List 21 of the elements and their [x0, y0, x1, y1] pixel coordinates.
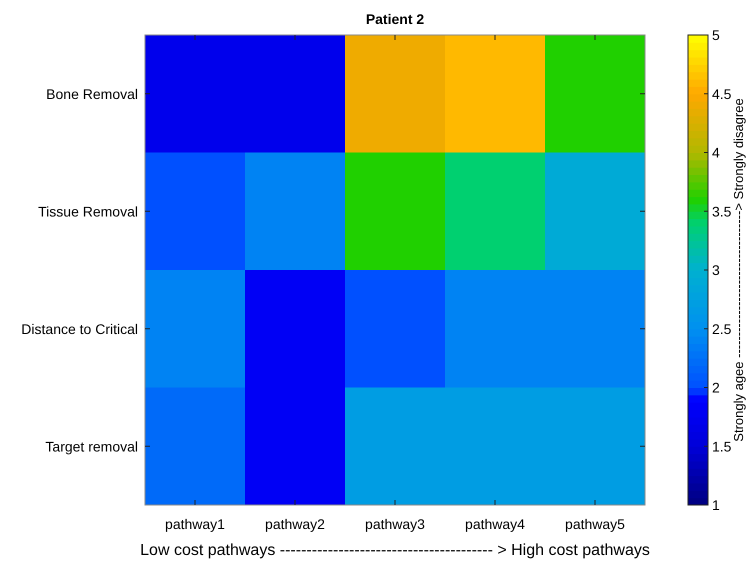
color-bar-label: 3.5 — [712, 203, 732, 220]
color-bar-label: 3 — [712, 262, 720, 278]
color-bar-label: 2 — [712, 380, 720, 396]
y-tick-label: Distance to Critical — [21, 320, 138, 337]
x-tick-label: pathway3 — [365, 516, 426, 532]
y-tick-label: Target removal — [45, 438, 138, 454]
chart-title: Patient 2 — [366, 11, 424, 27]
y-tick-label: Tissue Removal — [38, 203, 138, 220]
color-bar-label: 1 — [712, 497, 720, 513]
x-tick-label: pathway2 — [265, 516, 326, 532]
x-tick-label: pathway4 — [465, 516, 526, 532]
color-bar-label: 5 — [712, 27, 720, 43]
color-bar-label: 4.5 — [712, 86, 732, 102]
color-bar-label: 2.5 — [712, 320, 732, 337]
color-bar-label: 4 — [712, 144, 720, 160]
y-tick-label: Bone Removal — [46, 86, 138, 102]
x-tick-label: pathway1 — [165, 516, 226, 532]
x-tick-label: pathway5 — [565, 516, 626, 532]
color-bar-label: 1.5 — [712, 438, 732, 454]
x-axis-title: Low cost pathways ---------------------------------------- > High cost pathways — [140, 542, 650, 559]
color-bar-title: Strongly agee ----------------------------------> Strongly disagree — [731, 98, 746, 442]
